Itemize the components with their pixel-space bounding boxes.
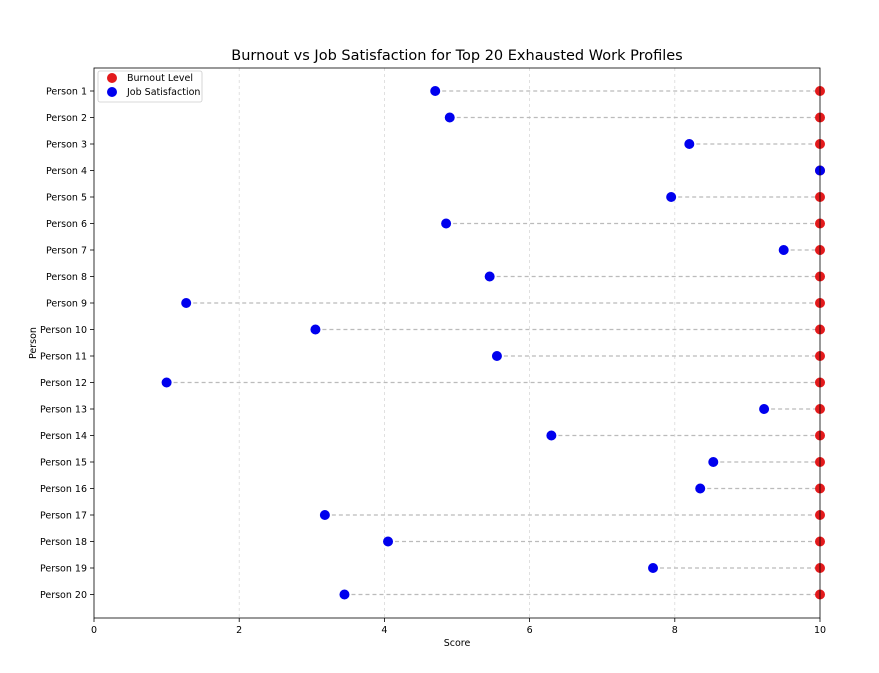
job-satisfaction-point: [546, 430, 557, 441]
y-tick-label: Person 9: [46, 299, 87, 310]
legend-marker-job-satisfaction: [107, 87, 117, 97]
data-points: [161, 86, 825, 600]
x-tick-label: 2: [236, 625, 242, 636]
y-tick-label: Person 15: [40, 458, 87, 469]
job-satisfaction-point: [319, 510, 330, 520]
y-tick-label: Person 11: [40, 352, 87, 363]
y-tick-label: Person 13: [40, 405, 87, 416]
job-satisfaction-point: [161, 377, 172, 388]
job-satisfaction-point: [778, 245, 789, 255]
job-satisfaction-point: [441, 218, 452, 229]
x-tick-label: 0: [91, 625, 97, 636]
legend-label-burnout: Burnout Level: [127, 73, 193, 84]
job-satisfaction-point: [339, 589, 350, 600]
job-satisfaction-point: [181, 298, 192, 308]
y-tick-label: Person 18: [40, 537, 87, 548]
y-tick-label: Person 12: [40, 378, 87, 389]
y-tick-label: Person 3: [46, 140, 87, 151]
job-satisfaction-point: [648, 563, 659, 573]
chart-title: Burnout vs Job Satisfaction for Top 20 E…: [231, 48, 682, 64]
job-satisfaction-point: [430, 86, 441, 96]
y-tick-label: Person 2: [46, 113, 87, 124]
job-satisfaction-point: [484, 271, 495, 282]
job-satisfaction-point: [695, 483, 706, 494]
job-satisfaction-point: [310, 324, 321, 335]
y-tick-label: Person 4: [46, 166, 87, 177]
x-axis: 0 2 4 6 8 10: [91, 618, 826, 636]
y-tick-label: Person 8: [46, 272, 87, 283]
x-tick-label: 6: [527, 625, 533, 636]
y-tick-label: Person 14: [40, 431, 87, 442]
job-satisfaction-point: [666, 192, 677, 202]
y-tick-label: Person 20: [40, 590, 87, 601]
y-tick-label: Person 10: [40, 325, 87, 336]
y-tick-label: Person 5: [46, 193, 87, 204]
y-tick-label: Person 6: [46, 219, 87, 230]
legend: Burnout Level Job Satisfaction: [97, 70, 203, 103]
x-tick-label: 10: [814, 625, 826, 636]
legend-box: [97, 70, 203, 103]
x-axis-label: Score: [444, 638, 471, 649]
y-tick-label: Person 16: [40, 484, 87, 495]
y-tick-label: Person 1: [46, 87, 87, 98]
y-axis-label: Person: [28, 327, 39, 359]
legend-marker-burnout: [107, 73, 117, 83]
job-satisfaction-point: [444, 112, 455, 123]
job-satisfaction-point: [759, 404, 770, 414]
job-satisfaction-point: [708, 457, 719, 467]
grid-lines: [238, 68, 676, 618]
legend-label-job-satisfaction: Job Satisfaction: [126, 87, 200, 98]
job-satisfaction-point: [383, 536, 394, 547]
x-tick-label: 8: [672, 625, 678, 636]
job-satisfaction-point: [491, 351, 502, 361]
connector-lines: [166, 90, 820, 596]
y-tick-label: Person 7: [46, 246, 87, 257]
y-axis: Person 1 Person 2 Person 3 Person 4 Person 5…: [40, 87, 94, 601]
job-satisfaction-point: [684, 139, 695, 149]
y-tick-label: Person 19: [40, 564, 87, 575]
x-tick-label: 4: [381, 625, 387, 636]
plot-frame: [93, 67, 821, 619]
y-tick-label: Person 17: [40, 511, 87, 522]
